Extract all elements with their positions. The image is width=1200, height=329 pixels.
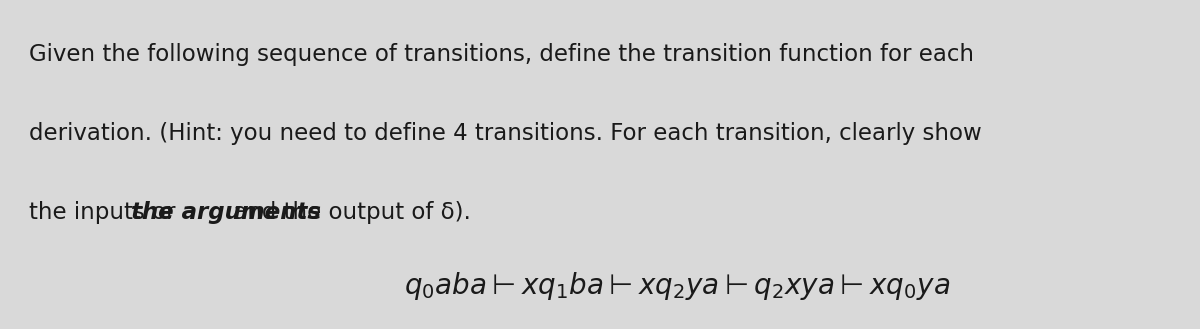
Text: the arguments: the arguments — [131, 201, 320, 224]
Text: Given the following sequence of transitions, define the transition function for : Given the following sequence of transiti… — [29, 43, 974, 66]
Text: and the output of δ).: and the output of δ). — [226, 201, 470, 224]
Text: derivation. (Hint: you need to define 4 transitions. For each transition, clearl: derivation. (Hint: you need to define 4 … — [29, 122, 982, 145]
Text: the inputs or: the inputs or — [29, 201, 182, 224]
Text: $q_0aba \vdash xq_1ba \vdash xq_2ya \vdash q_2xya \vdash xq_0ya$: $q_0aba \vdash xq_1ba \vdash xq_2ya \vda… — [404, 270, 950, 302]
